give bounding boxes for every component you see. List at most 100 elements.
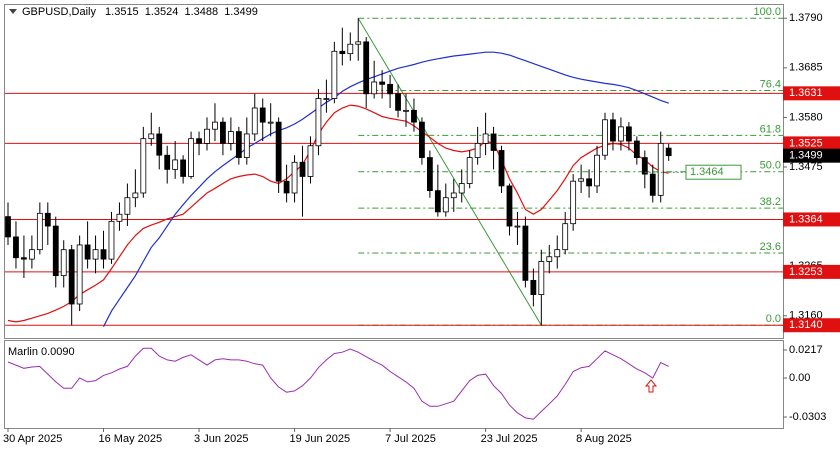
candle-body: [466, 157, 473, 184]
signal-arrow: [644, 379, 658, 393]
candle-body: [482, 133, 489, 144]
candle-body: [562, 223, 569, 251]
candle-body: [546, 256, 553, 262]
candle-body: [665, 147, 672, 157]
candle-body: [403, 109, 409, 112]
fib-label: 38.2: [760, 196, 781, 208]
current-price-label: 1.3499: [789, 150, 823, 162]
candle-body: [641, 157, 648, 175]
fib-label: 76.4: [760, 78, 781, 90]
level-label: 1.3364: [789, 213, 823, 225]
candle-body: [299, 161, 306, 177]
menu-icon[interactable]: [9, 9, 17, 14]
candle-body: [649, 173, 656, 196]
candle-body: [156, 133, 163, 156]
candle-body: [307, 145, 314, 177]
level-label: 1.3631: [789, 87, 823, 99]
candle-body: [323, 98, 330, 100]
price-plot: [5, 17, 783, 327]
candle-body: [60, 249, 67, 277]
candle-body: [363, 41, 370, 95]
candle-body: [196, 138, 202, 144]
candle-body: [188, 138, 194, 177]
candle-body: [172, 159, 179, 170]
candle-body: [530, 279, 537, 295]
candle-body: [275, 121, 282, 182]
level-tag: [783, 86, 840, 101]
y-tick-label: 1.3790: [789, 12, 823, 24]
candle-body: [116, 213, 123, 222]
candle-body: [538, 261, 545, 295]
level-tag: [783, 318, 840, 333]
candle-body: [434, 190, 441, 213]
high-price: 1.3524: [145, 6, 179, 18]
indicator-plot: [7, 347, 669, 420]
x-tick-label: 23 Jul 2025: [481, 433, 538, 445]
candle-body: [339, 50, 346, 55]
candle-body: [522, 225, 529, 281]
y-tick-label: 1.3685: [789, 62, 823, 74]
candle-body: [657, 142, 664, 196]
candle-body: [251, 107, 258, 135]
candle-body: [554, 249, 561, 258]
candle-body: [68, 249, 75, 305]
candle-body: [395, 93, 401, 111]
level-label: 1.3253: [789, 266, 823, 278]
candle-body: [220, 121, 226, 144]
candle-body: [586, 178, 592, 187]
candle-body: [164, 154, 171, 170]
candle-body: [411, 109, 417, 123]
candle-body: [371, 81, 378, 95]
candle-body: [52, 225, 59, 277]
fib-trendline: [357, 17, 542, 326]
y-tick-label: 1.3580: [789, 111, 823, 123]
candle-body: [625, 126, 632, 142]
y-tick-label: 0.00: [789, 372, 810, 384]
candle-body: [124, 197, 131, 215]
y-tick-label: 0.0217: [789, 344, 823, 356]
candle-body: [602, 119, 608, 156]
candle-body: [5, 216, 11, 238]
candle-body: [355, 41, 362, 45]
current-price-tag: [783, 148, 840, 163]
chart-header: GBPUSD,Daily 1.3515 1.3524 1.3488 1.3499: [22, 6, 258, 18]
candle-body: [235, 131, 242, 158]
candle-body: [474, 142, 481, 158]
candle-body: [227, 131, 234, 144]
candle-body: [92, 249, 99, 260]
candle-body: [148, 133, 155, 140]
level-label: 1.3140: [789, 319, 823, 331]
candle-body: [291, 161, 298, 194]
candle-body: [490, 133, 497, 151]
axes: 1.37901.36851.35801.34751.32651.3160100.…: [3, 6, 840, 445]
candle-body: [100, 249, 107, 260]
candle-body: [108, 220, 115, 260]
candle-body: [426, 157, 433, 192]
candle-body: [259, 107, 266, 123]
price-label-box: [685, 164, 742, 180]
x-tick-label: 7 Jul 2025: [385, 433, 436, 445]
indicator-frame: [4, 340, 784, 429]
level-tag: [783, 264, 840, 279]
candle-body: [331, 50, 338, 99]
open-price: 1.3515: [105, 6, 139, 18]
fib-label: 61.8: [760, 123, 781, 135]
candle-body: [633, 140, 640, 158]
oscillator-line: [7, 347, 669, 420]
fib-label: 23.6: [760, 241, 781, 253]
candle-body: [76, 244, 83, 305]
low-price: 1.3488: [184, 6, 218, 18]
candle-body: [498, 150, 505, 187]
candle-body: [21, 257, 27, 260]
candle-body: [610, 119, 616, 142]
candle-body: [243, 133, 250, 158]
candle-body: [28, 249, 35, 260]
candle-body: [212, 121, 218, 130]
candle-body: [419, 121, 425, 158]
candle-body: [267, 121, 274, 124]
candle-body: [506, 185, 513, 227]
y-tick-label: 1.3475: [789, 161, 823, 173]
